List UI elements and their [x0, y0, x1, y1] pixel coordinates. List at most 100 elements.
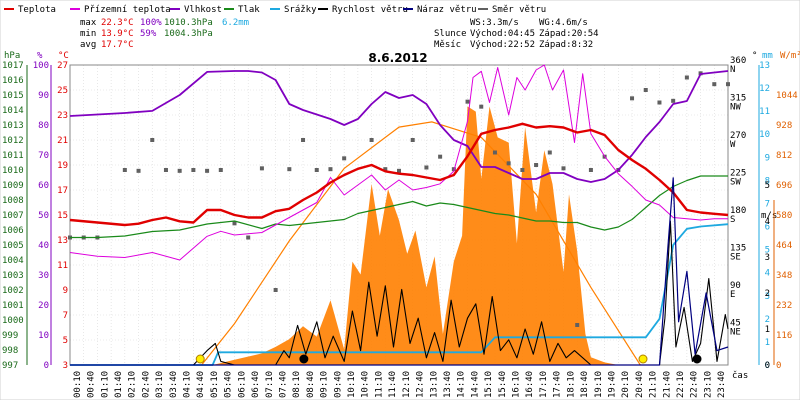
- solar-tick-label: 116: [776, 331, 792, 341]
- wind-tick-label: 5: [765, 181, 770, 191]
- wind-direction-point: [506, 161, 511, 166]
- wind-direction-point: [273, 288, 278, 292]
- temp-tick-label: 7: [63, 311, 68, 321]
- wind-direction-point: [163, 168, 168, 172]
- rain-tick-label: 4: [765, 269, 770, 279]
- direction-tick-compass: SE: [730, 253, 741, 263]
- pressure-tick-label: 1007: [2, 211, 24, 221]
- wind-direction-point: [575, 323, 580, 327]
- solar-tick-label: 464: [776, 241, 792, 251]
- temp-tick-label: 27: [57, 61, 68, 71]
- wind-direction-point: [177, 168, 182, 173]
- time-tick-label: 00:10: [73, 371, 83, 398]
- time-tick-label: 05:10: [210, 371, 220, 398]
- wind-direction-point: [424, 165, 429, 170]
- direction-tick-value: 225: [730, 169, 746, 179]
- temp-tick-label: 9: [63, 286, 68, 296]
- pressure-tick-label: 1010: [2, 166, 24, 176]
- info-ws: WS:3.3m/s: [470, 18, 519, 28]
- pressure-tick-label: 1004: [2, 256, 24, 266]
- time-tick-label: 19:10: [594, 371, 604, 398]
- wind-direction-point: [534, 163, 539, 167]
- wind-direction-point: [492, 150, 497, 155]
- solar-tick-label: 348: [776, 271, 792, 281]
- plot-area: [68, 64, 730, 366]
- humidity-tick-label: 10: [38, 331, 49, 341]
- pressure-tick-label: 1000: [2, 316, 24, 326]
- rain-tick-label: 9: [765, 153, 770, 163]
- humidity-tick-label: 20: [38, 301, 49, 311]
- temp-tick-label: 3: [63, 361, 68, 371]
- pressure-tick-label: 1001: [2, 301, 24, 311]
- time-tick-label: 18:40: [580, 371, 590, 398]
- marker-moonrise: [692, 354, 702, 364]
- time-tick-label: 12:10: [402, 371, 412, 398]
- rain-tick-label: 0: [765, 361, 770, 371]
- marker-sunset: [638, 354, 648, 364]
- wind-direction-point: [383, 167, 388, 172]
- wind-direction-point: [684, 75, 689, 80]
- humidity-tick-label: 70: [38, 151, 49, 161]
- time-tick-label: 01:40: [114, 371, 124, 398]
- legend-label: Přízemní teplota: [84, 5, 171, 15]
- wind-tick-label: 4: [765, 217, 770, 227]
- solar-tick-label: 580: [776, 211, 792, 221]
- stats-avg-label: avg: [80, 40, 96, 50]
- pressure-tick-label: 998: [2, 346, 18, 356]
- info-moon-set: Západ:8:32: [539, 40, 593, 50]
- rain-tick-label: 5: [765, 246, 770, 256]
- time-tick-label: 11:40: [388, 371, 398, 398]
- legend-label: Srážky: [284, 5, 317, 15]
- solar-tick-label: 0: [776, 361, 781, 371]
- time-tick-label: 07:40: [278, 371, 288, 398]
- humidity-tick-label: 60: [38, 181, 49, 191]
- info-panel: WS:3.3m/s WG:4.6m/s Slunce Východ:04:45 …: [434, 18, 599, 50]
- stats-min-press: 1004.3hPa: [164, 29, 213, 39]
- legend-label: Směr větru: [492, 5, 546, 15]
- wind-direction-point: [397, 168, 401, 173]
- series-wind-gust: [70, 177, 729, 366]
- wind-direction-point: [328, 167, 333, 172]
- legend-label: Rychlost větru: [332, 5, 408, 15]
- temp-tick-label: 25: [57, 86, 68, 96]
- time-tick-label: 15:40: [498, 371, 508, 398]
- pressure-tick-label: 997: [2, 361, 18, 371]
- rain-tick-label: 1: [765, 338, 770, 348]
- marker-sunrise: [195, 354, 205, 364]
- humidity-tick-label: 100: [33, 61, 49, 71]
- wind-direction-point: [314, 168, 319, 172]
- time-tick-label: 08:40: [306, 371, 316, 398]
- chart-title: 8.6.2012: [368, 51, 427, 65]
- pressure-tick-label: 1006: [2, 226, 24, 236]
- rain-tick-label: 13: [759, 61, 770, 71]
- direction-tick-value: 270: [730, 131, 746, 141]
- time-tick-label: 01:10: [100, 371, 110, 398]
- solar-tick-label: 232: [776, 301, 792, 311]
- wind-direction-point: [561, 166, 566, 171]
- temp-tick-label: 23: [57, 111, 68, 121]
- time-tick-label: 14:40: [470, 371, 480, 398]
- time-tick-label: 13:40: [443, 371, 453, 398]
- humidity-tick-label: 0: [44, 361, 49, 371]
- series-theoretical-radiation: [201, 121, 641, 366]
- time-tick-label: 23:40: [717, 371, 727, 398]
- stats-max-press: 1010.3hPa: [164, 18, 213, 28]
- direction-tick-compass: E: [730, 290, 735, 300]
- rain-tick-label: 10: [759, 130, 770, 140]
- time-tick-label: 10:40: [361, 371, 371, 398]
- direction-tick-compass: SW: [730, 178, 741, 188]
- pressure-tick-label: 1002: [2, 286, 24, 296]
- wind-direction-point: [479, 104, 484, 109]
- series-solar-radiation: [70, 106, 728, 366]
- temp-tick-label: 13: [57, 236, 68, 246]
- rain-tick-label: 12: [759, 84, 770, 94]
- direction-tick-value: 135: [730, 244, 746, 254]
- wind-direction-point: [520, 168, 525, 172]
- time-tick-label: 07:10: [265, 371, 275, 398]
- series-ground-temperature: [69, 64, 728, 261]
- legend-label: Náraz větru: [417, 5, 477, 15]
- pressure-tick-label: 1017: [2, 61, 24, 71]
- time-tick-label: 02:40: [141, 371, 151, 398]
- time-tick-label: 20:10: [621, 371, 631, 398]
